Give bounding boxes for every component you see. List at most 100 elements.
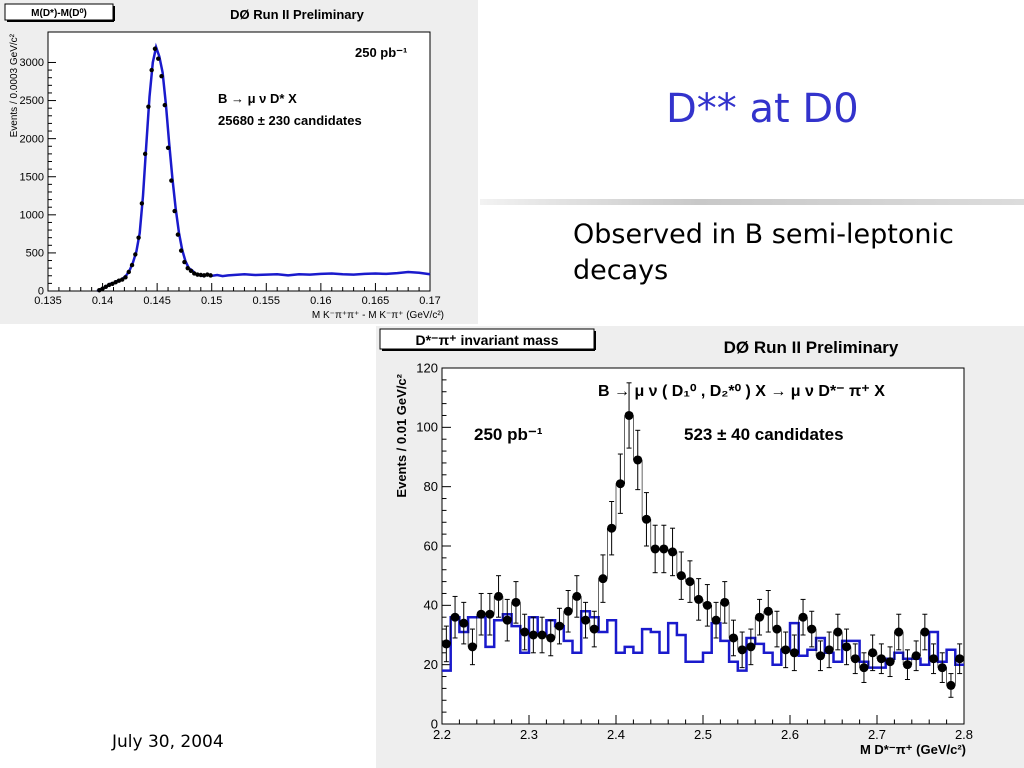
data-point: [876, 654, 886, 664]
data-point: [728, 633, 738, 643]
data-point: [97, 288, 102, 293]
y-tick-label: 120: [416, 360, 438, 375]
x-axis-label: M K⁻π⁺π⁺ - M K⁻π⁺ (GeV/c²): [312, 310, 444, 321]
slide-title: D** at D0: [666, 86, 859, 132]
data-point: [152, 46, 158, 51]
data-point: [868, 648, 878, 658]
data-point: [511, 597, 521, 607]
candidates-label: 523 ± 40 candidates: [684, 425, 844, 444]
y-tick-label: 500: [26, 248, 44, 260]
luminosity-label: 250 pb⁻¹: [355, 45, 407, 60]
data-point: [772, 624, 782, 634]
histogram-name: D*⁻π⁺ invariant mass: [416, 332, 559, 348]
title-divider: [480, 199, 1024, 205]
data-point: [746, 642, 756, 652]
mass-difference-plot: M(D*)-M(D⁰) DØ Run II Preliminary 0.135 0.1…: [0, 0, 478, 324]
data-point: [178, 248, 184, 253]
luminosity-label: 250 pb⁻¹: [474, 425, 543, 444]
data-point: [633, 455, 643, 465]
plot-area: [47, 31, 431, 292]
data-point: [668, 547, 678, 557]
decay-label: B → μ ν ( D₁⁰ , D₂*⁰ ) X → μ ν D*⁻ π⁺ X: [598, 383, 885, 400]
data-point: [100, 286, 105, 291]
data-point: [676, 571, 686, 581]
data-point: [859, 663, 869, 673]
data-point: [172, 208, 177, 214]
data-point: [165, 145, 171, 150]
data-point: [781, 645, 791, 655]
data-point: [815, 651, 825, 661]
data-point: [110, 281, 115, 286]
data-point: [850, 654, 860, 664]
histogram-name: M(D*)-M(D⁰): [31, 8, 87, 19]
data-point: [720, 597, 730, 607]
data-point: [763, 606, 773, 616]
candidates-label: 25680 ± 230 candidates: [218, 113, 362, 128]
data-point: [208, 273, 213, 278]
data-point: [842, 642, 852, 652]
data-point: [129, 262, 135, 268]
x-tick-label: 0.14: [92, 295, 113, 307]
data-point: [205, 272, 210, 277]
footer-date: July 30, 2004: [112, 732, 224, 752]
data-point: [142, 151, 148, 157]
x-tick-label: 0.155: [253, 295, 281, 307]
x-tick-label: 0.135: [34, 295, 62, 307]
decay-label: B → μ ν D* X: [218, 91, 297, 106]
x-tick-label: 2.6: [781, 727, 799, 742]
data-point: [589, 624, 599, 634]
chart-title: DØ Run II Preliminary: [724, 338, 899, 357]
data-point: [911, 651, 921, 661]
data-point: [955, 654, 965, 664]
data-point: [572, 591, 582, 601]
data-point: [162, 102, 167, 108]
y-tick-label: 20: [424, 657, 438, 672]
data-point: [133, 252, 138, 257]
data-point: [789, 648, 799, 658]
data-point: [833, 627, 843, 637]
y-tick-label: 0: [38, 286, 44, 298]
data-point: [581, 615, 591, 625]
data-point: [123, 275, 128, 280]
data-point: [485, 609, 495, 619]
data-point: [755, 612, 765, 622]
data-point: [169, 178, 174, 183]
x-tick-label: 0.17: [419, 295, 440, 307]
data-point: [120, 277, 125, 282]
data-point: [711, 615, 721, 625]
y-tick-label: 1000: [20, 209, 44, 221]
data-point: [182, 259, 187, 265]
data-point: [537, 630, 547, 640]
x-tick-label: 0.16: [310, 295, 331, 307]
y-tick-label: 100: [416, 420, 438, 435]
data-point: [946, 680, 956, 690]
data-point: [546, 633, 556, 643]
y-tick-label: 0: [431, 716, 438, 731]
data-point: [641, 514, 651, 524]
y-tick-label: 80: [424, 479, 438, 494]
invariant-mass-plot: D*⁻π⁺ invariant mass DØ Run II Preliminar…: [376, 326, 1024, 768]
data-point: [598, 574, 608, 584]
data-point: [136, 235, 141, 240]
data-point: [702, 600, 712, 610]
data-point: [185, 265, 190, 271]
x-axis-label: M D*⁻π⁺ (GeV/c²): [860, 742, 966, 757]
y-axis-label: Events / 0.0003 GeV/c²: [9, 33, 20, 137]
data-point: [103, 284, 109, 290]
plot-area: [441, 367, 965, 725]
data-point: [502, 615, 512, 625]
data-point: [198, 272, 203, 278]
bullet-text: Observed in B semi-leptonic decays: [573, 219, 954, 286]
data-point: [126, 269, 131, 275]
y-tick-label: 1500: [20, 171, 44, 183]
data-point: [156, 56, 161, 61]
data-point: [146, 104, 151, 109]
data-point: [188, 268, 194, 274]
data-point: [175, 232, 181, 237]
y-axis-label: Events / 0.01 GeV/c²: [394, 373, 409, 497]
data-point: [885, 657, 895, 667]
data-point: [685, 577, 695, 587]
x-tick-label: 2.5: [694, 727, 712, 742]
data-point: [476, 609, 486, 619]
data-point: [807, 624, 817, 634]
